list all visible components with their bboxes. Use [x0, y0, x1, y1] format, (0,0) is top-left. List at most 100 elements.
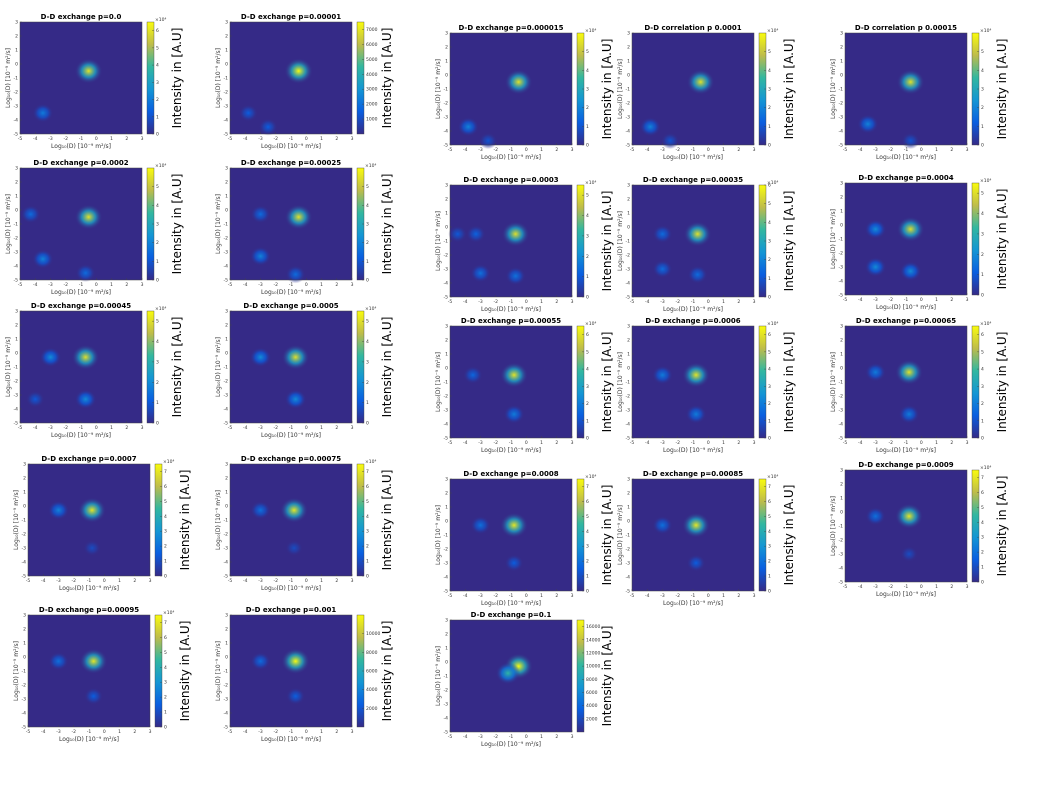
colorbar-tick-label: 7 — [366, 469, 369, 475]
peak — [281, 344, 310, 370]
peak — [83, 540, 101, 556]
x-tick-label: -1 — [289, 729, 294, 735]
y-tick-label: -2 — [444, 688, 449, 694]
x-tick-label: 0 — [525, 593, 528, 599]
x-tick-label: -4 — [33, 136, 38, 142]
colorbar-tick-label: 6000 — [366, 42, 378, 48]
y-tick-label: 2 — [15, 180, 18, 186]
colorbar-label: Intensity in [A.U] — [600, 332, 614, 433]
peak — [686, 554, 706, 572]
colorbar-tick-label: 1 — [164, 559, 167, 565]
y-axis-label: Log₁₀(D) [10⁻⁹ m²/s] — [5, 337, 12, 397]
x-tick-label: -3 — [56, 578, 61, 584]
y-tick-label: -4 — [14, 118, 19, 124]
x-tick-label: -5 — [843, 147, 848, 153]
colorbar-label: Intensity in [A.U] — [995, 189, 1009, 290]
y-tick-label: -2 — [444, 101, 449, 107]
colorbar-tick-label: 1 — [768, 124, 771, 130]
x-tick-label: 3 — [571, 440, 574, 446]
y-tick-label: -1 — [839, 87, 844, 93]
x-tick-label: 0 — [707, 440, 710, 446]
x-tick-label: 2 — [950, 584, 953, 590]
x-tick-label: -2 — [274, 136, 279, 142]
colorbar — [154, 614, 163, 728]
x-tick-label: -2 — [72, 729, 77, 735]
colorbar-tick-label: 5 — [586, 514, 589, 520]
y-tick-label: -3 — [22, 546, 27, 552]
colorbar-tick-label: 6 — [586, 499, 589, 505]
x-tick-label: -2 — [494, 734, 499, 740]
colorbar-tick-label: 3 — [156, 222, 159, 228]
y-axis-label: Log₁₀(D) [10⁻⁹ m²/s] — [5, 48, 12, 108]
y-tick-label: 2 — [445, 338, 448, 344]
y-tick-label: -1 — [626, 533, 631, 539]
colorbar-tick-label: 6 — [981, 332, 984, 338]
colorbar-tick-label: 5 — [366, 319, 369, 325]
x-tick-label: 1 — [110, 282, 113, 288]
y-tick-label: 0 — [15, 62, 18, 68]
y-tick-label: -3 — [224, 546, 229, 552]
y-tick-label: -4 — [626, 422, 631, 428]
peak — [249, 246, 272, 266]
y-tick-label: 1 — [840, 59, 843, 65]
y-tick-label: 0 — [225, 62, 228, 68]
colorbar-scale: ×10⁴ — [767, 28, 778, 34]
colorbar-tick-label: 1 — [164, 710, 167, 716]
colorbar-tick-label: 1 — [156, 259, 159, 265]
y-tick-label: 1 — [15, 48, 18, 54]
x-tick-label: -1 — [904, 584, 909, 590]
colorbar-scale: ×10⁴ — [365, 306, 376, 312]
peak — [71, 344, 100, 370]
colorbar-tick-label: 4 — [366, 203, 369, 209]
x-tick-label: -1 — [509, 299, 514, 305]
colorbar — [971, 182, 980, 296]
colorbar-tick-label: 4 — [156, 339, 159, 345]
x-tick-label: 0 — [95, 136, 98, 142]
peak — [258, 118, 278, 136]
colorbar-tick-label: 6 — [156, 28, 159, 34]
y-tick-label: 0 — [23, 504, 26, 510]
y-tick-label: 2 — [23, 476, 26, 482]
colorbar-tick-label: 5 — [366, 184, 369, 190]
y-tick-label: -5 — [22, 574, 27, 580]
y-tick-label: 0 — [840, 510, 843, 516]
y-tick-label: 2 — [627, 338, 630, 344]
y-tick-label: -3 — [22, 697, 27, 703]
x-tick-label: 2 — [737, 440, 740, 446]
peak — [495, 662, 521, 685]
y-tick-label: 3 — [627, 31, 630, 37]
x-tick-label: 1 — [320, 282, 323, 288]
y-tick-label: -4 — [14, 407, 19, 413]
panel-title: D-D exchange p=0.0006 — [645, 317, 740, 325]
x-tick-label: -2 — [676, 147, 681, 153]
x-axis-label: Log₁₀(D) [10⁻⁹ m²/s] — [59, 736, 119, 743]
colorbar — [576, 478, 585, 592]
x-tick-label: 1 — [540, 147, 543, 153]
y-tick-label: -5 — [626, 143, 631, 149]
y-tick-label: 0 — [445, 366, 448, 372]
x-tick-label: -4 — [858, 440, 863, 446]
peak — [682, 512, 711, 538]
x-tick-label: 3 — [351, 136, 354, 142]
y-tick-label: 1 — [627, 59, 630, 65]
x-tick-label: -2 — [676, 593, 681, 599]
colorbar-tick-label: 2 — [768, 401, 771, 407]
peak — [463, 366, 483, 384]
y-axis-label: Log₁₀(D) [10⁻⁹ m²/s] — [830, 496, 837, 556]
x-tick-label: -2 — [889, 147, 894, 153]
y-axis-label: Log₁₀(D) [10⁻⁹ m²/s] — [830, 209, 837, 269]
peak — [470, 516, 491, 535]
x-tick-label: 2 — [950, 147, 953, 153]
y-tick-label: 3 — [225, 309, 228, 315]
x-tick-label: -1 — [904, 440, 909, 446]
y-tick-label: -3 — [444, 702, 449, 708]
x-tick-label: -1 — [79, 425, 84, 431]
x-axis-label: Log₁₀(D) [10⁻⁹ m²/s] — [876, 447, 936, 454]
x-tick-label: -5 — [228, 282, 233, 288]
y-tick-label: 2 — [627, 491, 630, 497]
y-tick-label: 1 — [840, 209, 843, 215]
x-tick-label: -2 — [64, 136, 69, 142]
colorbar-tick-label: 3 — [981, 87, 984, 93]
x-tick-label: -1 — [509, 440, 514, 446]
x-tick-label: -5 — [26, 578, 31, 584]
